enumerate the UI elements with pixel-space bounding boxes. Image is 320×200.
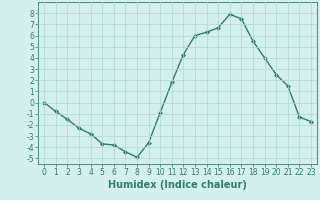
X-axis label: Humidex (Indice chaleur): Humidex (Indice chaleur) (108, 180, 247, 190)
